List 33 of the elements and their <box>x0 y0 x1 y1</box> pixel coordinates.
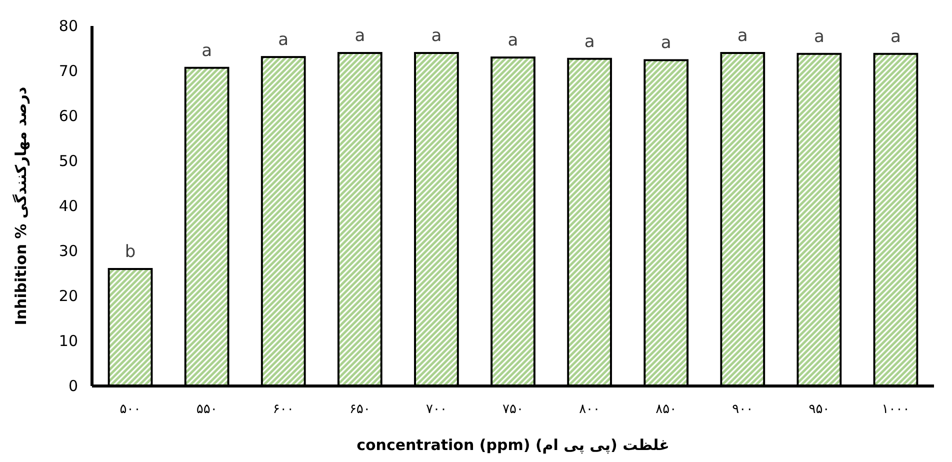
x-tick-label: ۱۰۰۰ <box>882 402 910 418</box>
data-label: a <box>660 33 672 54</box>
x-tick-label: ۷۰۰ <box>426 402 447 418</box>
y-tick-label: 30 <box>58 242 78 260</box>
x-tick-label: ۵۰۰ <box>120 402 141 418</box>
data-label: a <box>890 26 901 47</box>
x-tick-label: ۸۰۰ <box>579 402 600 418</box>
data-label: a <box>278 30 289 50</box>
x-tick-label: ۸۵۰ <box>656 402 677 418</box>
data-label: b <box>124 242 136 262</box>
y-tick-label: 80 <box>58 16 78 35</box>
y-tick-label: 0 <box>68 376 78 395</box>
x-tick-label: ۵۵۰ <box>196 402 218 418</box>
x-axis-title: غلظت (پی پی ام) concentration (ppm) <box>356 436 670 454</box>
x-tick-label: ۹۰۰ <box>732 402 754 418</box>
x-tick-label: ۶۵۰ <box>349 402 370 418</box>
y-axis-title: Inhibition % درصد مهارکنندگی <box>12 86 30 326</box>
data-label: a <box>584 32 595 52</box>
data-label: a <box>737 26 748 46</box>
x-tick-label: ۶۰۰ <box>272 402 294 418</box>
x-tick-label: ۷۵۰ <box>502 402 524 418</box>
data-label: a <box>814 26 824 47</box>
data-label: a <box>354 26 366 46</box>
y-tick-label: 10 <box>58 332 78 350</box>
y-tick-label: 20 <box>58 286 78 305</box>
data-label: a <box>202 40 212 61</box>
y-tick-label: 60 <box>58 106 78 125</box>
data-label: a <box>508 30 518 50</box>
data-label: a <box>431 26 442 46</box>
y-tick-label: 50 <box>58 152 78 170</box>
y-tick-label: 40 <box>58 196 78 215</box>
y-tick-label: 70 <box>58 62 78 80</box>
x-tick-label: ۹۵۰ <box>808 402 830 418</box>
